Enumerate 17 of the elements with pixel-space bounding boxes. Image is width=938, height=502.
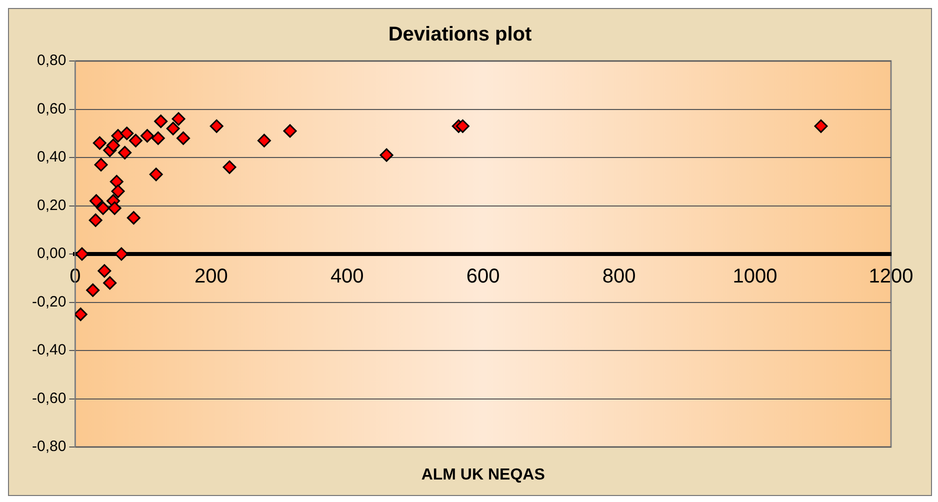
y-tick-label: 0,00 [36, 245, 66, 262]
x-tick-label: 200 [194, 266, 228, 288]
x-tick-label: 1000 [732, 266, 778, 288]
y-tick-label: -0,20 [32, 293, 66, 310]
y-tick-label: 0,60 [36, 100, 66, 118]
x-tick-label: 1200 [868, 266, 914, 288]
y-tick-label: 0,40 [36, 148, 66, 166]
y-tick-label: -0,40 [32, 342, 66, 359]
x-tick-label: 400 [330, 266, 364, 288]
y-tick-label: 0,80 [36, 52, 66, 70]
x-tick-label: 800 [602, 266, 636, 288]
chart-title: Deviations plot [388, 24, 532, 46]
y-tick-label: -0,80 [32, 438, 66, 456]
x-axis-title: ALM UK NEQAS [421, 466, 546, 484]
y-tick-label: 0,20 [36, 196, 66, 214]
x-tick-label: 600 [466, 266, 500, 288]
y-tick-label: -0,60 [32, 390, 66, 407]
